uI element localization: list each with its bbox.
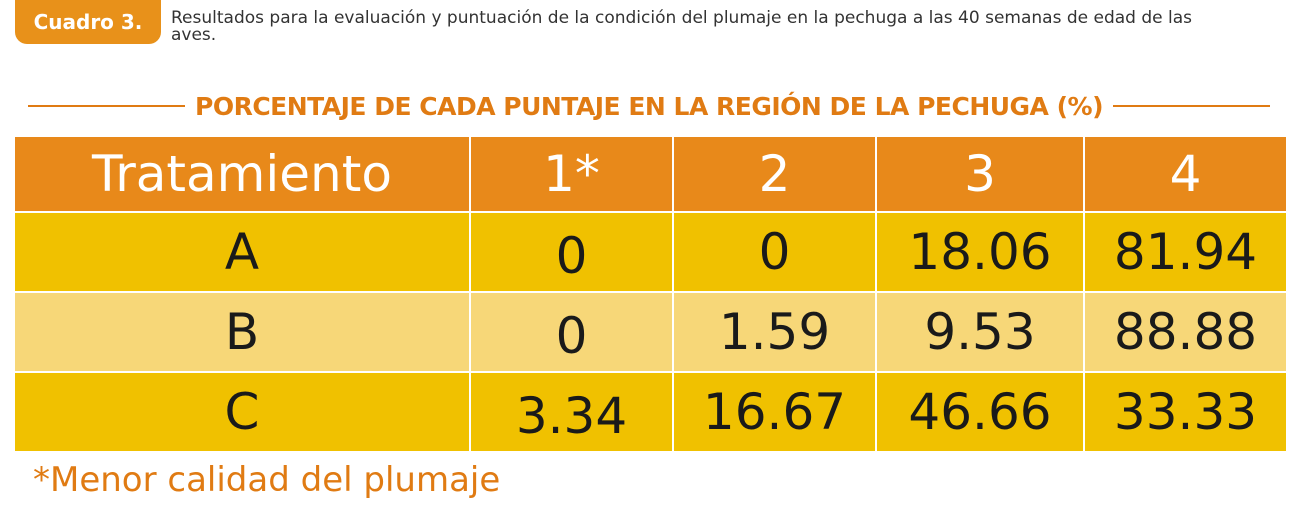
table-number-badge: Cuadro 3. xyxy=(15,0,161,44)
table-cell-value: 88.88 xyxy=(1085,293,1286,371)
table-cell-value: 46.66 xyxy=(877,373,1083,451)
heading-rule-left xyxy=(28,105,185,107)
table-header-treatment: Tratamiento xyxy=(15,137,469,211)
heading-text: PORCENTAJE DE CADA PUNTAJE EN LA REGIÓN … xyxy=(195,91,1104,121)
table-cell-value: 16.67 xyxy=(674,373,875,451)
table-cell-treatment: A xyxy=(15,213,469,291)
table-cell-value: 0 xyxy=(674,213,875,291)
section-heading: PORCENTAJE DE CADA PUNTAJE EN LA REGIÓN … xyxy=(28,88,1271,124)
table-cell-value: 0 xyxy=(471,293,672,371)
table-header-score-2: 2 xyxy=(674,137,875,211)
table-cell-value: 1.59 xyxy=(674,293,875,371)
table-cell-treatment: B xyxy=(15,293,469,371)
table-cell-treatment: C xyxy=(15,373,469,451)
heading-rule-right xyxy=(1113,105,1271,107)
table-cell-value: 9.53 xyxy=(877,293,1083,371)
table-header-score-3: 3 xyxy=(877,137,1083,211)
table-cell-value: 81.94 xyxy=(1085,213,1286,291)
table-header-score-1: 1* xyxy=(471,137,672,211)
table-footnote: *Menor calidad del plumaje xyxy=(33,460,501,500)
table-cell-value: 33.33 xyxy=(1085,373,1286,451)
results-table: Tratamiento 1* 2 3 4 A 0 0 18.06 81.94 B… xyxy=(15,137,1286,451)
table-cell-value: 0 xyxy=(471,213,672,291)
table-header-score-4: 4 xyxy=(1085,137,1286,211)
table-cell-value: 3.34 xyxy=(471,373,672,451)
table-cell-value: 18.06 xyxy=(877,213,1083,291)
table-caption: Resultados para la evaluación y puntuaci… xyxy=(171,8,1192,45)
